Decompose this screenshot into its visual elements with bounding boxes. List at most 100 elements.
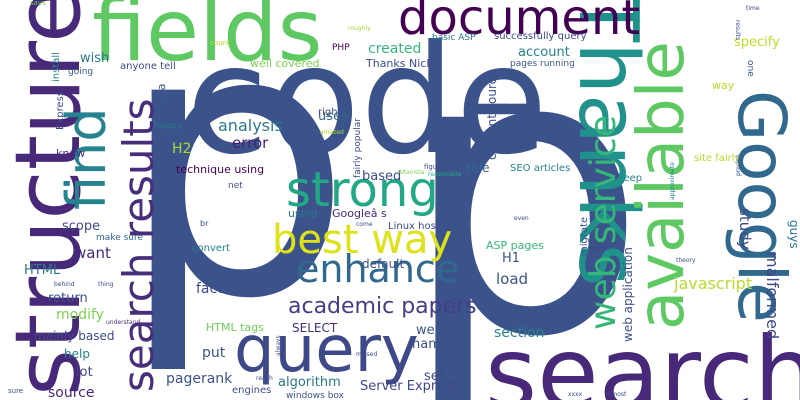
- word: going: [68, 67, 94, 77]
- word: HTML: [24, 263, 61, 278]
- word: title: [466, 161, 490, 175]
- word: reasonable: [428, 171, 462, 178]
- word: precise: [735, 154, 742, 176]
- word: set: [424, 369, 444, 384]
- word: search: [485, 315, 800, 400]
- word: scope: [62, 219, 101, 234]
- word: section: [494, 325, 545, 341]
- word: p: [400, 0, 648, 400]
- word: time: [746, 5, 760, 12]
- word: fact: [196, 281, 223, 297]
- word: error: [232, 134, 269, 152]
- word: even: [514, 215, 529, 222]
- word: successfully query: [494, 31, 587, 42]
- word: enhance: [296, 247, 460, 291]
- word: specify: [734, 35, 780, 50]
- word: HTML tags: [206, 321, 264, 334]
- word: wish: [80, 51, 110, 66]
- word: content source: [485, 70, 499, 160]
- word: come: [356, 221, 373, 228]
- word: web service: [583, 115, 624, 330]
- word: put: [202, 345, 226, 361]
- word: javascript: [674, 274, 753, 293]
- word: know: [56, 147, 86, 160]
- word: p: [118, 0, 353, 380]
- word: strong: [286, 162, 439, 218]
- word: SEO articles: [510, 163, 571, 174]
- word: amazed: [320, 129, 344, 136]
- word: well covered: [250, 57, 320, 70]
- word: account: [518, 45, 570, 60]
- word: missed: [356, 351, 378, 358]
- word: area: [155, 83, 168, 108]
- word: Altavista: [398, 169, 425, 176]
- word: malformed: [763, 252, 782, 340]
- word: source: [48, 385, 95, 400]
- word: sure: [8, 387, 24, 395]
- word: search results: [114, 98, 163, 392]
- word: mean: [588, 245, 606, 252]
- word: best way: [272, 217, 453, 263]
- word: query: [234, 313, 419, 387]
- word: load: [496, 270, 529, 288]
- word: approximate: [669, 162, 676, 200]
- word: roughly: [348, 25, 371, 32]
- word: reach: [256, 375, 273, 382]
- word: course: [162, 133, 193, 143]
- word: Googleâ s: [332, 207, 387, 220]
- word: name: [412, 337, 449, 352]
- word: engines: [232, 385, 272, 396]
- word: help: [64, 347, 90, 361]
- word: analysis: [218, 116, 283, 135]
- word: Thanks Nick: [366, 57, 433, 70]
- word: xxxx: [568, 391, 583, 398]
- word: always: [275, 335, 282, 356]
- word: fields: [92, 0, 323, 81]
- word: pagerank: [166, 371, 233, 387]
- word: uses: [318, 109, 348, 124]
- word: behind: [54, 281, 75, 288]
- word: iframe: [224, 92, 280, 112]
- word: make sure: [96, 233, 144, 243]
- word: one: [745, 60, 755, 77]
- word: pages running: [510, 59, 575, 69]
- word: based: [362, 169, 402, 184]
- word: almost: [606, 391, 627, 398]
- word: technique using: [176, 163, 265, 176]
- word: ASP pages: [486, 239, 544, 252]
- word: net: [228, 181, 243, 191]
- word: windows box: [286, 391, 344, 400]
- word: Server Express: [360, 379, 458, 394]
- word: code: [186, 14, 548, 188]
- word: br: [200, 219, 209, 228]
- word: academic papers: [288, 294, 477, 319]
- word: anyone tell: [120, 61, 176, 72]
- word: Express: [55, 90, 66, 130]
- word: algorithm: [278, 375, 341, 390]
- word: Linux host: [388, 221, 440, 232]
- word: created: [368, 41, 422, 57]
- word: want: [74, 244, 111, 262]
- word: study: [736, 208, 754, 250]
- word: web: [416, 323, 443, 338]
- word: guys: [787, 220, 800, 249]
- word: install: [51, 52, 62, 82]
- word: PHP: [332, 43, 350, 53]
- word: says: [30, 0, 46, 7]
- word: understand: [106, 319, 141, 326]
- word: modify: [56, 307, 104, 323]
- word: document: [398, 0, 641, 46]
- word: default: [362, 257, 405, 271]
- word: lot: [76, 365, 93, 380]
- word: happy: [154, 121, 182, 131]
- word: thing: [98, 281, 114, 288]
- word: taking: [530, 120, 581, 139]
- word: return: [48, 291, 88, 306]
- word: SELECT: [292, 321, 338, 335]
- word: mainly based: [34, 329, 115, 343]
- word: theory: [676, 257, 696, 264]
- word: web application: [621, 247, 635, 342]
- word: results: [734, 20, 741, 41]
- word: basic ASP: [432, 33, 476, 43]
